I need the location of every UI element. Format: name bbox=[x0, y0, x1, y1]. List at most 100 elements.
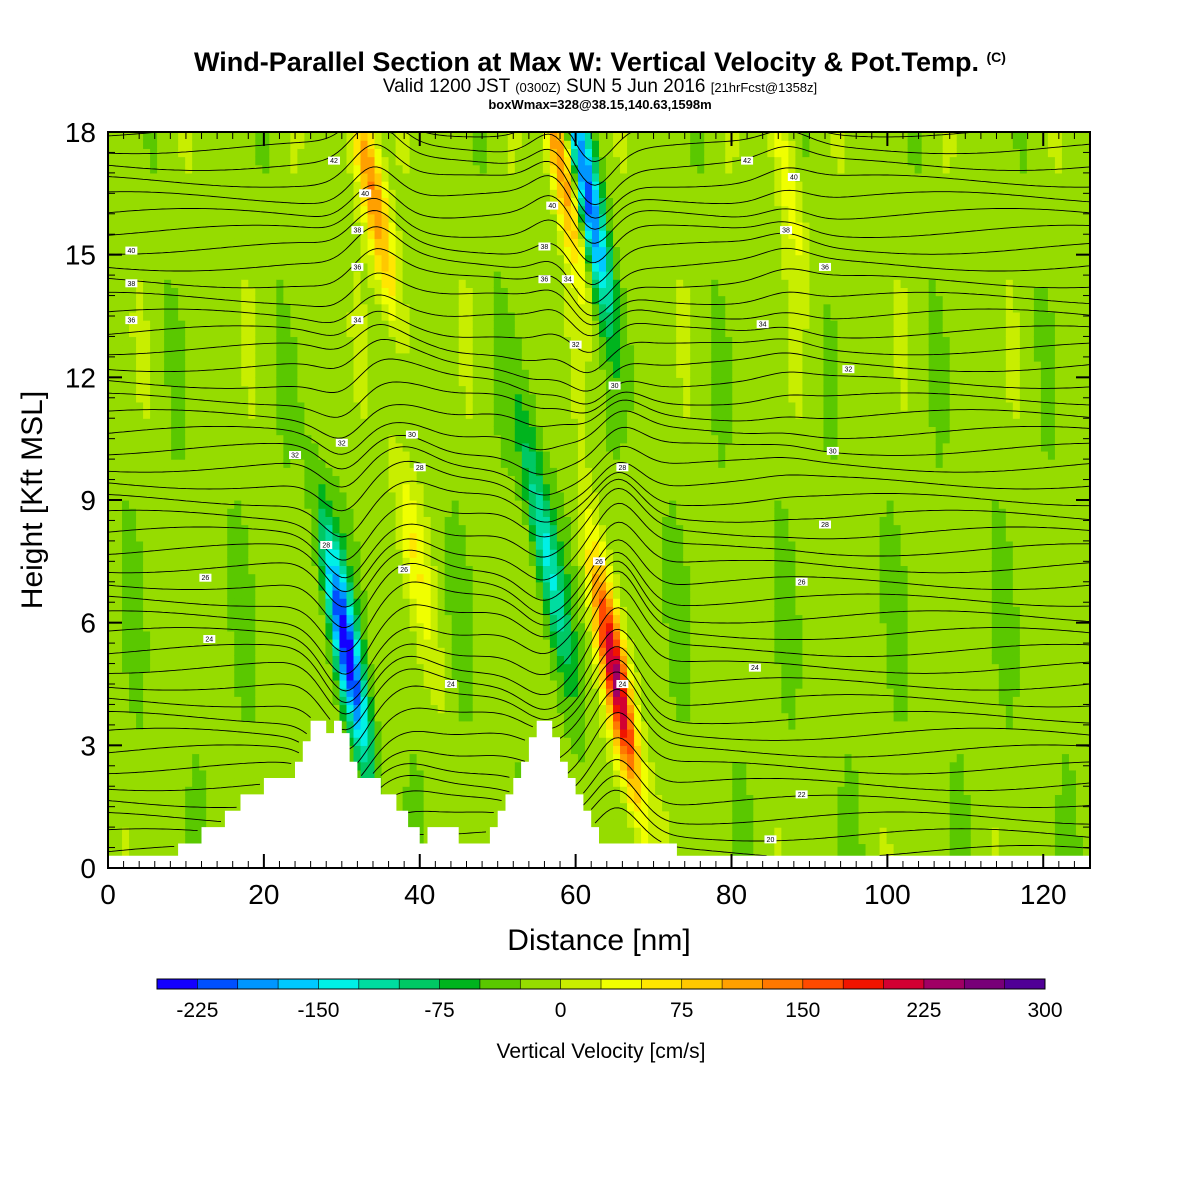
w-cell bbox=[269, 737, 277, 746]
w-cell bbox=[395, 352, 404, 362]
w-cell bbox=[262, 197, 270, 207]
w-cell bbox=[255, 483, 263, 493]
w-cell bbox=[171, 246, 179, 256]
w-cell bbox=[150, 426, 158, 436]
w-cell bbox=[255, 393, 263, 403]
w-cell bbox=[402, 311, 411, 321]
w-cell bbox=[339, 540, 348, 550]
w-cell bbox=[206, 213, 214, 223]
w-cell bbox=[374, 434, 383, 444]
w-cell bbox=[346, 500, 355, 509]
w-cell bbox=[437, 279, 446, 288]
w-cell bbox=[444, 540, 453, 550]
w-cell bbox=[185, 753, 193, 763]
w-cell bbox=[311, 254, 320, 264]
w-cell bbox=[115, 639, 123, 648]
w-cell bbox=[360, 221, 369, 231]
w-cell bbox=[290, 189, 298, 199]
w-cell bbox=[409, 189, 418, 199]
w-cell bbox=[171, 663, 179, 673]
w-cell bbox=[269, 589, 277, 599]
w-cell bbox=[164, 778, 172, 787]
w-cell bbox=[472, 377, 481, 387]
w-cell bbox=[290, 246, 298, 256]
w-cell bbox=[185, 630, 193, 640]
w-cell bbox=[409, 320, 418, 329]
w-cell bbox=[388, 557, 397, 567]
w-cell bbox=[241, 737, 249, 746]
w-cell bbox=[381, 442, 390, 452]
w-cell bbox=[416, 728, 425, 738]
w-cell bbox=[360, 295, 369, 305]
w-cell bbox=[220, 516, 228, 526]
w-cell bbox=[388, 369, 397, 378]
w-cell bbox=[458, 540, 467, 550]
w-cell bbox=[283, 303, 291, 313]
w-cell bbox=[220, 377, 228, 387]
w-cell bbox=[157, 213, 165, 223]
w-cell bbox=[157, 450, 165, 460]
w-cell bbox=[164, 271, 172, 280]
w-cell bbox=[458, 156, 467, 166]
w-cell bbox=[346, 303, 355, 313]
w-cell bbox=[353, 410, 362, 419]
w-cell bbox=[157, 295, 165, 305]
w-cell bbox=[458, 614, 467, 624]
w-cell bbox=[346, 598, 355, 607]
w-cell bbox=[451, 753, 460, 763]
w-cell bbox=[479, 688, 488, 697]
w-cell bbox=[472, 835, 481, 845]
w-cell bbox=[318, 344, 327, 354]
w-cell bbox=[255, 434, 263, 444]
w-cell bbox=[129, 221, 137, 231]
w-cell bbox=[332, 688, 341, 697]
w-cell bbox=[213, 271, 221, 280]
w-cell bbox=[234, 737, 242, 746]
w-cell bbox=[171, 761, 179, 771]
w-cell bbox=[262, 606, 270, 616]
w-cell bbox=[129, 704, 137, 714]
w-cell bbox=[122, 581, 130, 591]
w-cell bbox=[227, 221, 235, 231]
w-cell bbox=[493, 761, 502, 771]
w-cell bbox=[465, 663, 474, 673]
w-cell bbox=[227, 565, 235, 575]
w-cell bbox=[318, 352, 327, 362]
w-cell bbox=[241, 786, 249, 795]
w-cell bbox=[290, 606, 298, 616]
w-cell bbox=[143, 172, 151, 182]
w-cell bbox=[115, 450, 123, 460]
w-cell bbox=[108, 303, 116, 313]
w-cell bbox=[269, 483, 277, 493]
w-cell bbox=[122, 320, 130, 329]
w-cell bbox=[388, 622, 397, 632]
w-cell bbox=[199, 794, 207, 804]
w-cell bbox=[479, 205, 488, 215]
w-cell bbox=[325, 385, 334, 395]
w-cell bbox=[353, 230, 362, 239]
w-cell bbox=[136, 704, 144, 714]
w-cell bbox=[395, 720, 404, 730]
w-cell bbox=[339, 205, 348, 215]
w-cell bbox=[122, 410, 130, 419]
w-cell bbox=[290, 410, 298, 419]
w-cell bbox=[122, 737, 130, 746]
w-cell bbox=[297, 271, 305, 280]
w-cell bbox=[346, 426, 355, 436]
w-cell bbox=[472, 156, 481, 166]
w-cell bbox=[178, 320, 186, 329]
w-cell bbox=[143, 696, 151, 706]
w-cell bbox=[199, 189, 207, 199]
w-cell bbox=[255, 238, 263, 248]
w-cell bbox=[381, 491, 390, 501]
w-cell bbox=[346, 573, 355, 583]
w-cell bbox=[269, 540, 277, 550]
w-cell bbox=[150, 573, 158, 583]
w-cell bbox=[136, 778, 144, 787]
w-cell bbox=[220, 655, 228, 665]
w-cell bbox=[234, 647, 242, 656]
w-cell bbox=[325, 426, 334, 436]
w-cell bbox=[164, 581, 172, 591]
w-cell bbox=[297, 630, 305, 640]
w-cell bbox=[472, 573, 481, 583]
